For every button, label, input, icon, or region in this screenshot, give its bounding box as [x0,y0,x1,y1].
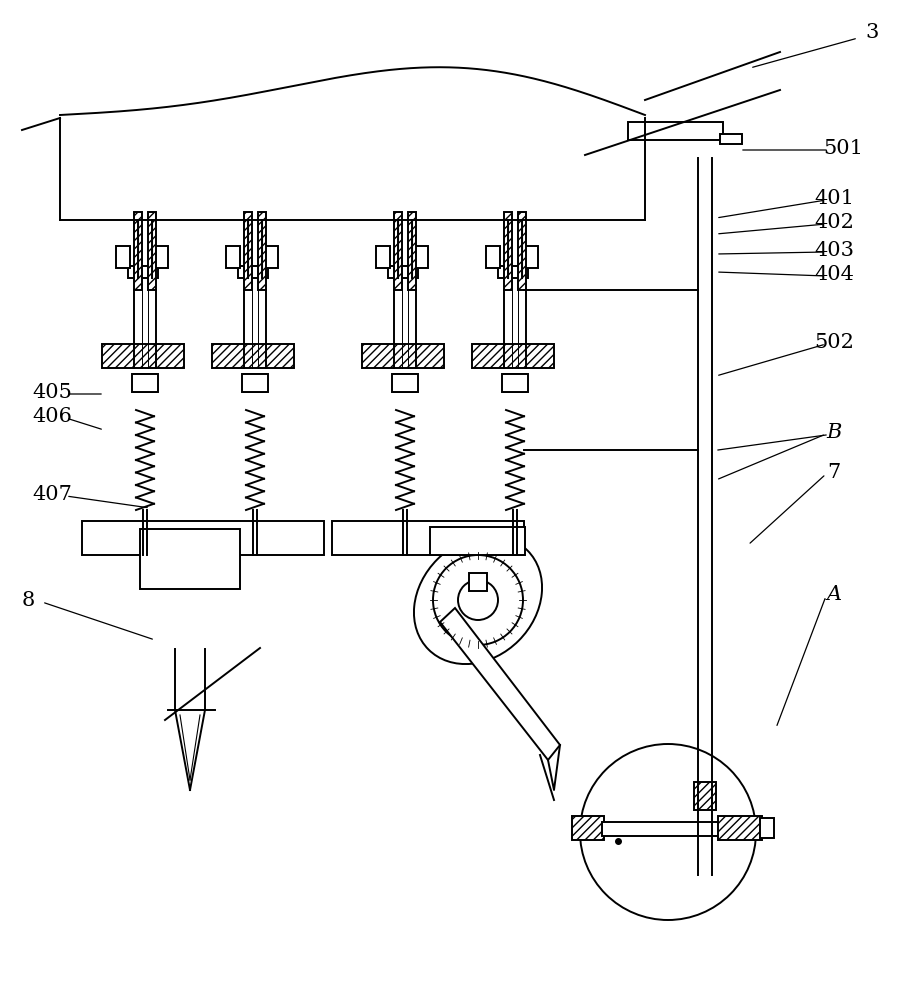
Bar [517,212,526,290]
Bar [132,374,158,392]
Bar [244,212,252,290]
Bar [402,374,415,392]
Bar [264,246,278,268]
Bar [504,374,517,392]
Text: 407: 407 [32,485,72,504]
Bar [134,374,148,392]
Bar [376,246,389,268]
Text: 7: 7 [826,462,840,482]
Text: B: B [825,422,841,442]
Bar [361,344,443,368]
Text: 501: 501 [822,139,862,158]
Bar [469,573,487,591]
Bar [498,266,527,278]
Bar [212,344,293,368]
Text: 3: 3 [864,23,878,42]
Bar [394,212,402,290]
Bar [717,816,761,840]
Bar [252,374,265,392]
Bar [128,266,158,278]
Bar [331,521,524,555]
Bar [237,266,267,278]
Bar [501,374,527,392]
Text: 502: 502 [814,332,853,352]
Text: 405: 405 [32,382,72,401]
Bar [140,529,239,589]
Bar [694,782,715,810]
Text: A: A [825,584,841,603]
Bar [244,374,257,392]
Text: 404: 404 [814,264,853,284]
Bar [628,122,722,140]
Bar [392,374,417,392]
Bar [430,527,525,555]
Bar [82,521,323,555]
Polygon shape [440,608,559,760]
Text: 402: 402 [814,213,853,232]
Bar [524,246,537,268]
Bar [154,246,168,268]
Bar [142,374,156,392]
Bar [148,212,156,290]
Bar [486,246,499,268]
Bar [387,266,417,278]
Text: 401: 401 [813,189,853,208]
Bar [414,246,427,268]
Bar [407,212,415,290]
Text: 8: 8 [22,590,34,609]
Bar [504,212,511,290]
Bar [601,822,719,836]
Bar [511,374,526,392]
Bar [719,134,741,144]
Bar [102,344,184,368]
Bar [116,246,130,268]
Text: 403: 403 [813,240,853,259]
Bar [242,374,267,392]
Bar [394,374,407,392]
Bar [572,816,603,840]
Bar [759,818,773,838]
Text: 406: 406 [32,406,72,426]
Bar [134,212,142,290]
Bar [257,212,265,290]
Bar [471,344,554,368]
Bar [226,246,239,268]
